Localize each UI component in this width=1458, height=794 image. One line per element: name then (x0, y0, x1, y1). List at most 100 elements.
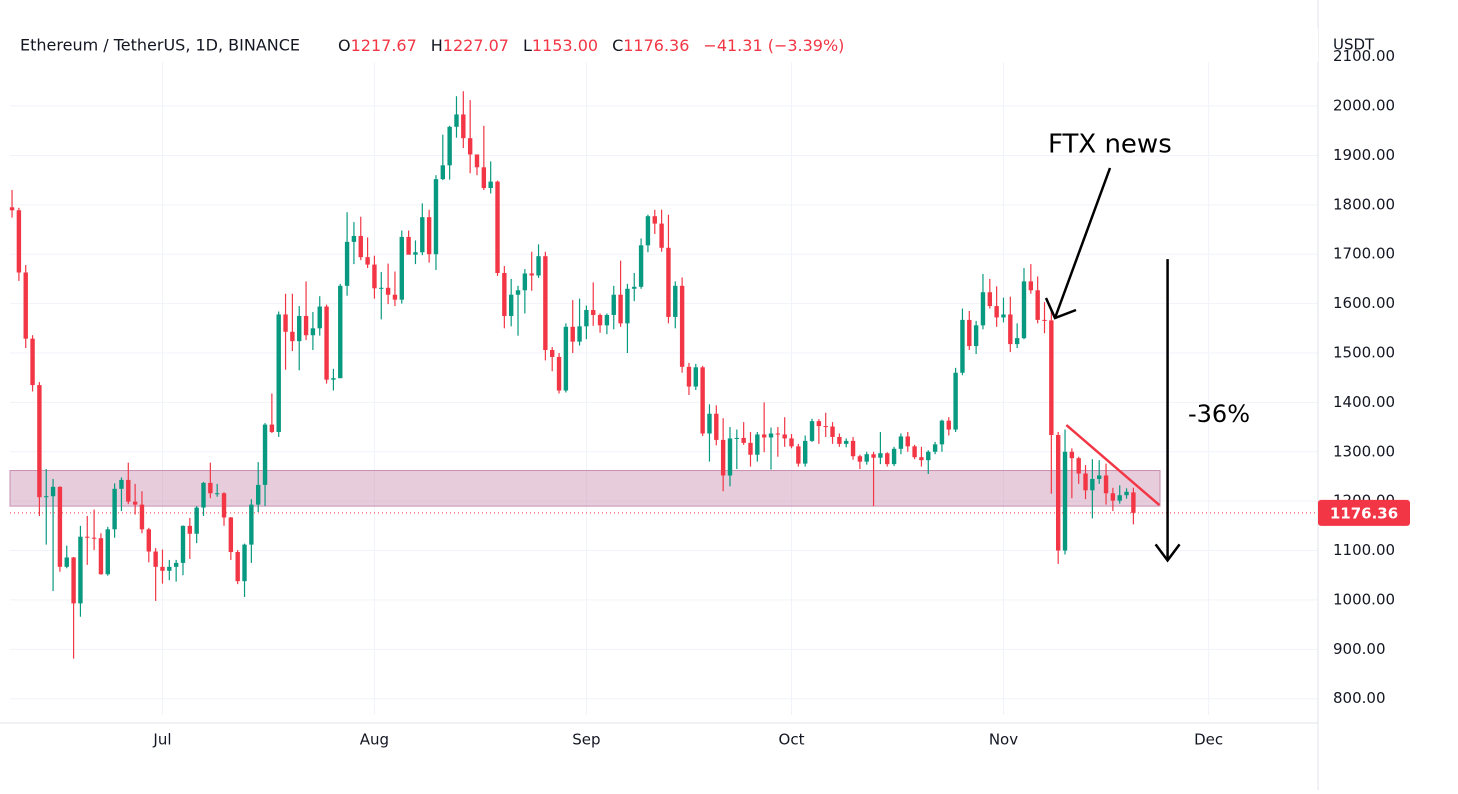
candle-body (276, 314, 281, 433)
candle-body (932, 444, 938, 452)
y-tick-label: 1900.00 (1333, 146, 1395, 164)
candle-body (385, 287, 391, 295)
candle-body (317, 306, 322, 329)
candle-body (796, 446, 801, 464)
candle-body (474, 154, 480, 168)
candle-body (85, 536, 90, 538)
candle-body (221, 493, 227, 518)
candle-body (1090, 478, 1095, 491)
candle-body (1110, 493, 1116, 501)
y-tick-label: 800.00 (1333, 689, 1386, 707)
ohlc-letter: H (431, 36, 443, 55)
candle-body (228, 517, 234, 553)
candle-body (372, 264, 377, 289)
candle-body (536, 256, 541, 276)
y-tick-label: 1700.00 (1333, 245, 1395, 263)
candle-body (591, 310, 596, 315)
currency: USDT (1333, 36, 1375, 54)
candle-body (919, 457, 924, 461)
candle-body (283, 314, 288, 332)
x-tick-label: Aug (360, 731, 389, 749)
candle-body (885, 453, 890, 465)
y-tick-label: 1000.00 (1333, 590, 1395, 608)
candle-body (1062, 451, 1068, 551)
annotation: -36% (1188, 400, 1250, 428)
candle-body (543, 256, 548, 351)
ohlc-value: 1227.07 (443, 36, 509, 55)
candle-body (255, 484, 261, 505)
candle-body (495, 181, 500, 273)
candle-body (426, 217, 432, 255)
candle-body (789, 438, 794, 447)
candle-body (700, 367, 705, 434)
candle-body (50, 486, 56, 497)
candle-body (632, 286, 637, 289)
candle-body (953, 372, 958, 430)
candle-body (1131, 492, 1136, 513)
candle-body (119, 479, 124, 489)
candle-body (625, 288, 630, 324)
zone (9, 470, 1161, 507)
candle-body (379, 287, 384, 289)
candle-body (673, 285, 678, 317)
candle-body (577, 326, 582, 342)
candle-body (570, 326, 575, 342)
candle-body (550, 350, 555, 357)
candle-body (926, 451, 931, 461)
candle-body (1076, 458, 1081, 474)
candle-body (960, 319, 965, 373)
candle-body (844, 440, 849, 444)
candle-body (153, 551, 158, 567)
candle-body (262, 424, 268, 485)
candle-body (748, 442, 753, 455)
candle-body (1021, 281, 1027, 339)
candle-body (1001, 314, 1006, 318)
candle-body (249, 504, 254, 545)
x-tick-label: Oct (779, 731, 805, 749)
candle-body (768, 433, 774, 438)
candle-body (1103, 475, 1109, 494)
candle-body (515, 290, 521, 295)
candle-body (850, 440, 856, 457)
candle-body (290, 331, 295, 342)
candle-body (734, 437, 740, 439)
price-label-bg (1318, 499, 1410, 526)
candle-body (782, 434, 787, 439)
candle-body (652, 216, 657, 224)
candle-body (802, 440, 808, 464)
candle-body (194, 507, 199, 534)
candle-body (522, 273, 528, 291)
y-tick-label: 900.00 (1333, 640, 1386, 658)
candle-body (912, 446, 917, 458)
y-tick-label: 1800.00 (1333, 195, 1395, 213)
candle-body (823, 426, 828, 428)
candle-body (1055, 434, 1061, 551)
candle-body (201, 482, 206, 508)
candle-body (597, 314, 603, 326)
candle-body (180, 525, 186, 563)
candle-body (208, 482, 213, 494)
y-tick-label: 1300.00 (1333, 442, 1395, 460)
candle-body (23, 272, 28, 339)
y-tick-label: 1400.00 (1333, 393, 1395, 411)
candle-body (714, 413, 719, 440)
candle-body (556, 356, 562, 391)
drop-arrow-head (1154, 543, 1181, 563)
candle-body (830, 426, 835, 437)
candle-body (413, 252, 418, 255)
candle-body (508, 294, 514, 316)
candle-body (310, 328, 316, 336)
candle-body (816, 421, 822, 427)
candle-body (488, 181, 493, 189)
ohlc-letter: C (612, 36, 623, 55)
candle-body (987, 292, 993, 307)
x-tick-label: Sep (572, 731, 600, 749)
candle-body (173, 562, 179, 567)
ohlc-value: 1176.36 (623, 36, 689, 55)
candle-body (126, 479, 131, 502)
candle-body (37, 385, 42, 498)
candle-body (440, 165, 446, 180)
candle-body (98, 538, 104, 575)
candle-body (857, 456, 863, 462)
candle-body (324, 306, 329, 380)
